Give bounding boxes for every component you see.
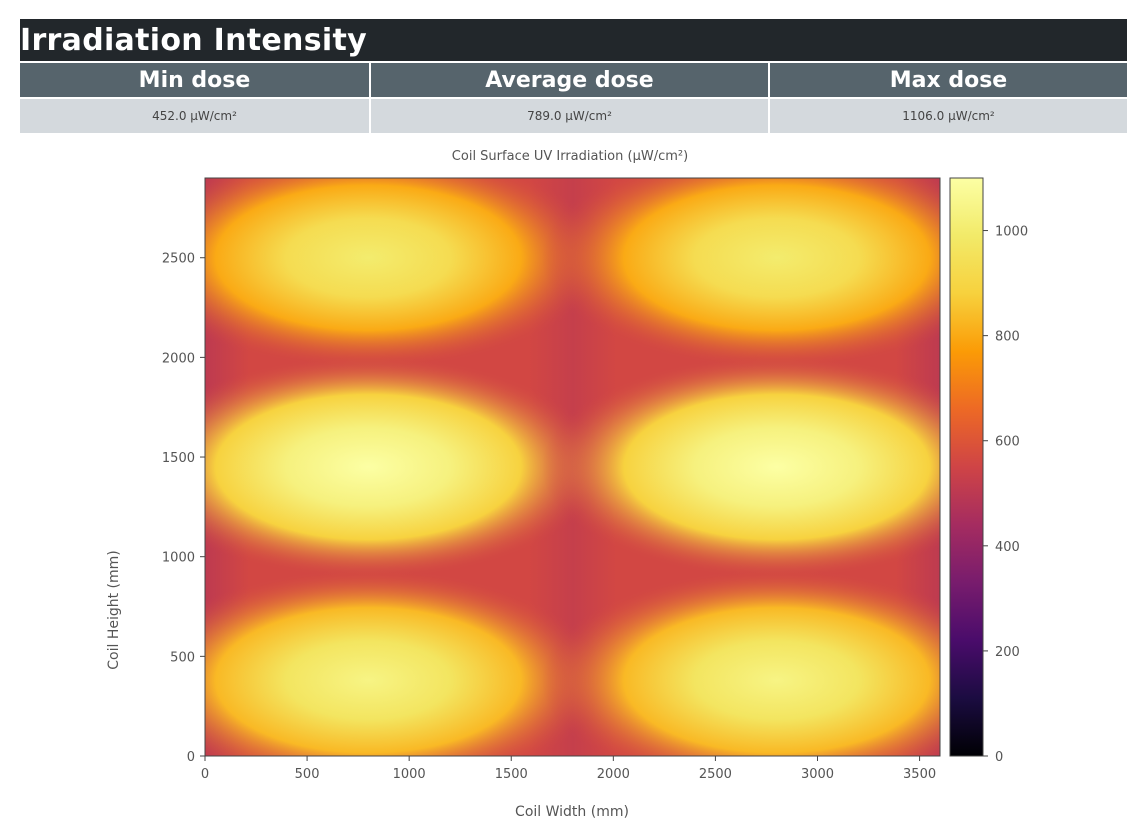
heatmap-hotspot [541, 568, 940, 756]
heatmap-hotspot [541, 355, 940, 579]
x-tick-label: 3500 [903, 767, 936, 782]
max-dose-header: Max dose [770, 63, 1127, 97]
dose-stats-table: Min dose 452.0 µW/cm² Average dose 789.0… [20, 63, 1127, 133]
x-axis-label: Coil Width (mm) [515, 804, 629, 820]
colorbar-tick-label: 0 [995, 750, 1003, 765]
colorbar-tick-label: 1000 [995, 225, 1028, 240]
y-tick-label: 1500 [162, 451, 195, 466]
average-dose-value: 789.0 µW/cm² [371, 99, 768, 133]
y-tick-label: 2000 [162, 351, 195, 366]
y-tick-label: 500 [170, 650, 195, 665]
min-dose-column: Min dose 452.0 µW/cm² [20, 63, 369, 133]
y-axis-label: Coil Height (mm) [106, 550, 122, 670]
max-dose-value: 1106.0 µW/cm² [770, 99, 1127, 133]
x-tick-label: 2000 [597, 767, 630, 782]
min-dose-value: 452.0 µW/cm² [20, 99, 369, 133]
page-title: Irradiation Intensity [20, 23, 367, 58]
heatmap-hotspot [541, 178, 940, 370]
min-dose-header: Min dose [20, 63, 369, 97]
average-dose-header: Average dose [371, 63, 768, 97]
heatmap-field [205, 178, 940, 756]
colorbar-tick-label: 800 [995, 330, 1020, 345]
average-dose-column: Average dose 789.0 µW/cm² [371, 63, 768, 133]
x-tick-label: 1000 [393, 767, 426, 782]
colorbar-tick-label: 200 [995, 645, 1020, 660]
x-tick-label: 0 [201, 767, 209, 782]
x-tick-label: 2500 [699, 767, 732, 782]
title-bar [20, 19, 1127, 61]
colorbar-tick-label: 400 [995, 540, 1020, 555]
y-tick-label: 1000 [162, 551, 195, 566]
x-tick-label: 1500 [495, 767, 528, 782]
colorbar [949, 177, 984, 757]
irradiation-heatmap-chart: Coil Surface UV Irradiation (µW/cm²) Coi… [106, 149, 1028, 820]
heatmap-hotspot [205, 568, 604, 756]
x-tick-label: 3000 [801, 767, 834, 782]
plot-frame [204, 177, 941, 757]
colorbar-tick-label: 600 [995, 435, 1020, 450]
heatmap-hotspot [205, 178, 604, 370]
y-tick-label: 0 [187, 750, 195, 765]
x-tick-label: 500 [295, 767, 320, 782]
heatmap-hotspot [205, 355, 604, 579]
y-tick-label: 2500 [162, 252, 195, 267]
max-dose-column: Max dose 1106.0 µW/cm² [770, 63, 1127, 133]
chart-title: Coil Surface UV Irradiation (µW/cm²) [452, 149, 688, 164]
